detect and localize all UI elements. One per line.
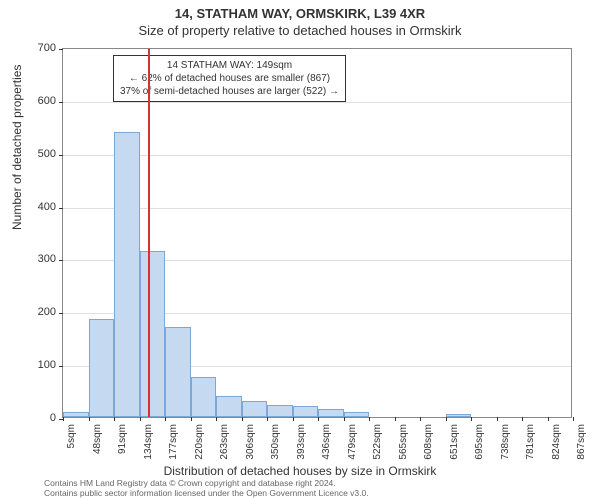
xtick-label: 263sqm <box>219 424 230 460</box>
xtick-mark <box>165 417 166 421</box>
xtick-mark <box>267 417 268 421</box>
footer-attribution: Contains HM Land Registry data © Crown c… <box>44 478 369 498</box>
y-axis-label: Number of detached properties <box>10 65 24 230</box>
xtick-label: 651sqm <box>449 424 460 460</box>
xtick-label: 134sqm <box>143 424 154 460</box>
ytick-label: 300 <box>26 253 56 265</box>
xtick-mark <box>548 417 549 421</box>
histogram-bar <box>446 414 472 417</box>
xtick-label: 393sqm <box>296 424 307 460</box>
xtick-mark <box>420 417 421 421</box>
ytick-mark <box>59 366 63 367</box>
xtick-mark <box>63 417 64 421</box>
xtick-label: 738sqm <box>500 424 511 460</box>
xtick-mark <box>471 417 472 421</box>
xtick-mark <box>446 417 447 421</box>
xtick-mark <box>293 417 294 421</box>
histogram-bar <box>267 405 293 417</box>
ytick-label: 500 <box>26 148 56 160</box>
ytick-mark <box>59 313 63 314</box>
ytick-mark <box>59 155 63 156</box>
xtick-label: 306sqm <box>245 424 256 460</box>
xtick-label: 781sqm <box>525 424 536 460</box>
histogram-bar <box>293 406 319 417</box>
ytick-label: 400 <box>26 201 56 213</box>
xtick-label: 5sqm <box>66 424 77 448</box>
histogram-bar <box>114 132 140 417</box>
ytick-label: 100 <box>26 359 56 371</box>
ytick-mark <box>59 102 63 103</box>
xtick-mark <box>369 417 370 421</box>
xtick-mark <box>242 417 243 421</box>
histogram-bar <box>140 251 166 418</box>
info-line3: 37% of semi-detached houses are larger (… <box>120 85 339 98</box>
gridline <box>63 102 571 103</box>
xtick-mark <box>140 417 141 421</box>
xtick-mark <box>89 417 90 421</box>
xtick-label: 350sqm <box>270 424 281 460</box>
xtick-label: 867sqm <box>576 424 587 460</box>
xtick-label: 177sqm <box>168 424 179 460</box>
xtick-mark <box>573 417 574 421</box>
xtick-label: 436sqm <box>321 424 332 460</box>
xtick-mark <box>395 417 396 421</box>
xtick-label: 824sqm <box>551 424 562 460</box>
footer-line2: Contains public sector information licen… <box>44 488 369 498</box>
ytick-mark <box>59 208 63 209</box>
ytick-label: 200 <box>26 306 56 318</box>
plot-area: 14 STATHAM WAY: 149sqm ← 62% of detached… <box>62 48 572 418</box>
histogram-bar <box>63 412 89 417</box>
xtick-mark <box>344 417 345 421</box>
xtick-label: 91sqm <box>117 424 128 454</box>
xtick-label: 479sqm <box>347 424 358 460</box>
info-line2: ← 62% of detached houses are smaller (86… <box>120 72 339 85</box>
footer-line1: Contains HM Land Registry data © Crown c… <box>44 478 369 488</box>
xtick-mark <box>497 417 498 421</box>
histogram-bar <box>89 319 115 417</box>
info-line1: 14 STATHAM WAY: 149sqm <box>120 59 339 72</box>
histogram-bar <box>242 401 268 417</box>
ytick-label: 700 <box>26 42 56 54</box>
histogram-bar <box>216 396 242 417</box>
page-title: 14, STATHAM WAY, ORMSKIRK, L39 4XR <box>0 0 600 21</box>
histogram-bar <box>344 412 370 417</box>
histogram-bar <box>165 327 191 417</box>
ytick-mark <box>59 260 63 261</box>
ytick-label: 0 <box>26 412 56 424</box>
x-axis-label: Distribution of detached houses by size … <box>0 464 600 478</box>
xtick-label: 608sqm <box>423 424 434 460</box>
chart-container: 14, STATHAM WAY, ORMSKIRK, L39 4XR Size … <box>0 0 600 500</box>
xtick-mark <box>114 417 115 421</box>
xtick-mark <box>191 417 192 421</box>
ytick-mark <box>59 49 63 50</box>
xtick-label: 220sqm <box>194 424 205 460</box>
xtick-mark <box>216 417 217 421</box>
histogram-bar <box>191 377 217 417</box>
page-subtitle: Size of property relative to detached ho… <box>0 21 600 38</box>
xtick-label: 522sqm <box>372 424 383 460</box>
xtick-label: 48sqm <box>92 424 103 454</box>
xtick-mark <box>318 417 319 421</box>
histogram-bar <box>318 409 344 417</box>
xtick-label: 565sqm <box>398 424 409 460</box>
ytick-label: 600 <box>26 95 56 107</box>
xtick-label: 695sqm <box>474 424 485 460</box>
xtick-mark <box>522 417 523 421</box>
reference-line <box>148 49 150 417</box>
